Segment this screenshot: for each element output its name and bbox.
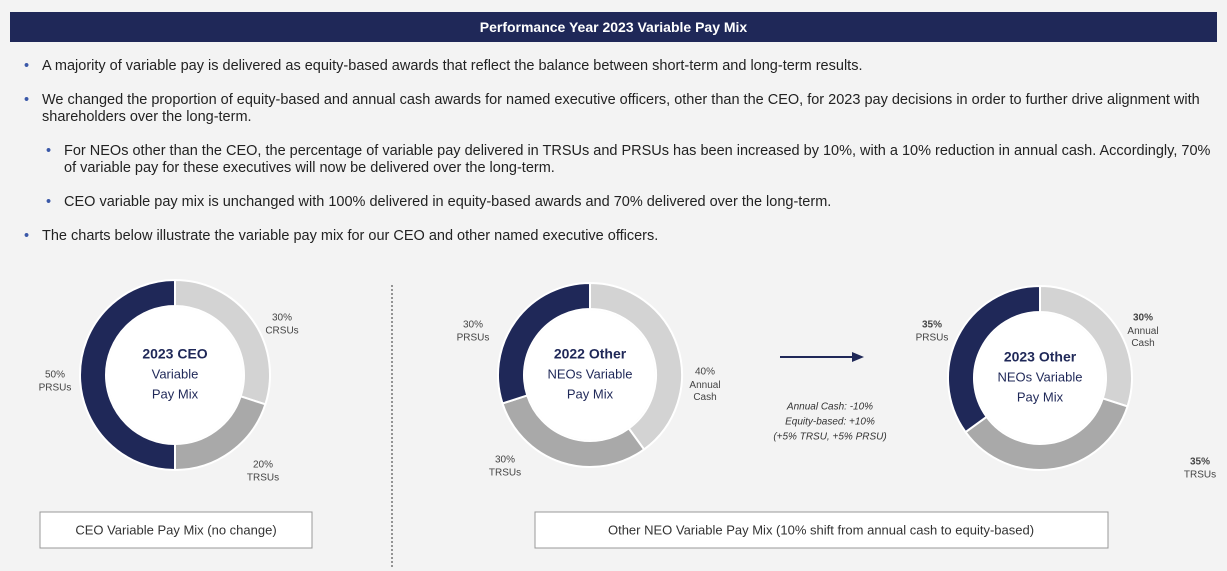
segment-name: PRSUs xyxy=(39,383,72,394)
donut-hole xyxy=(525,310,655,440)
donut-segment xyxy=(79,278,176,472)
caption: Other NEO Variable Pay Mix (10% shift fr… xyxy=(608,522,1034,537)
segment-name: PRSUs xyxy=(457,333,490,344)
donut-center: Pay Mix xyxy=(1017,389,1064,404)
donut-center: Pay Mix xyxy=(567,386,614,401)
caption: CEO Variable Pay Mix (no change) xyxy=(75,522,276,537)
bullet: CEO variable pay mix is unchanged with 1… xyxy=(44,194,1217,211)
donut-segment xyxy=(947,284,1041,434)
shift-note: Equity-based: +10% xyxy=(785,417,875,428)
value-label: 30% xyxy=(463,320,483,331)
donut-segment xyxy=(497,281,591,405)
donut-hole xyxy=(975,313,1105,443)
value-label: 30% xyxy=(272,313,292,324)
caption-box xyxy=(534,511,1109,549)
segment-name: PRSUs xyxy=(916,333,949,344)
value-label: 30% xyxy=(1133,313,1153,324)
shift-note: Annual Cash: -10% xyxy=(786,402,873,413)
segment-name: Annual Cash xyxy=(689,380,720,403)
bullet: For NEOs other than the CEO, the percent… xyxy=(44,143,1217,177)
value-label: 35% xyxy=(922,320,942,331)
value-label: 20% xyxy=(253,460,273,471)
segment-name: TRSUs xyxy=(247,473,279,484)
value-label: 40% xyxy=(695,367,715,378)
donut-hole xyxy=(107,307,243,443)
arrow-head xyxy=(852,352,864,362)
value-label: 35% xyxy=(1190,457,1210,468)
donut-center: Variable xyxy=(152,366,199,381)
header-title: Performance Year 2023 Variable Pay Mix xyxy=(10,12,1217,42)
value-label: 50% xyxy=(45,370,65,381)
bullet-list: A majority of variable pay is delivered … xyxy=(22,58,1217,262)
segment-name: CRSUs xyxy=(265,326,298,337)
donut-center: 2023 CEO xyxy=(142,346,207,362)
donut-center: NEOs Variable xyxy=(547,366,632,381)
donut-center: 2022 Other xyxy=(554,346,627,362)
segment-name: TRSUs xyxy=(489,468,521,479)
shift-note: (+5% TRSU, +5% PRSU) xyxy=(773,432,886,443)
bullet: The charts below illustrate the variable… xyxy=(22,228,1217,245)
donut-center: Pay Mix xyxy=(152,386,199,401)
segment-name: Annual Cash xyxy=(1127,326,1158,349)
segment-name: TRSUs xyxy=(1184,470,1216,481)
bullet: We changed the proportion of equity-base… xyxy=(22,92,1217,126)
bullet: A majority of variable pay is delivered … xyxy=(22,58,1217,75)
caption-box xyxy=(39,511,313,549)
donut-center: 2023 Other xyxy=(1004,349,1077,365)
donut-center: NEOs Variable xyxy=(997,369,1082,384)
value-label: 30% xyxy=(495,455,515,466)
